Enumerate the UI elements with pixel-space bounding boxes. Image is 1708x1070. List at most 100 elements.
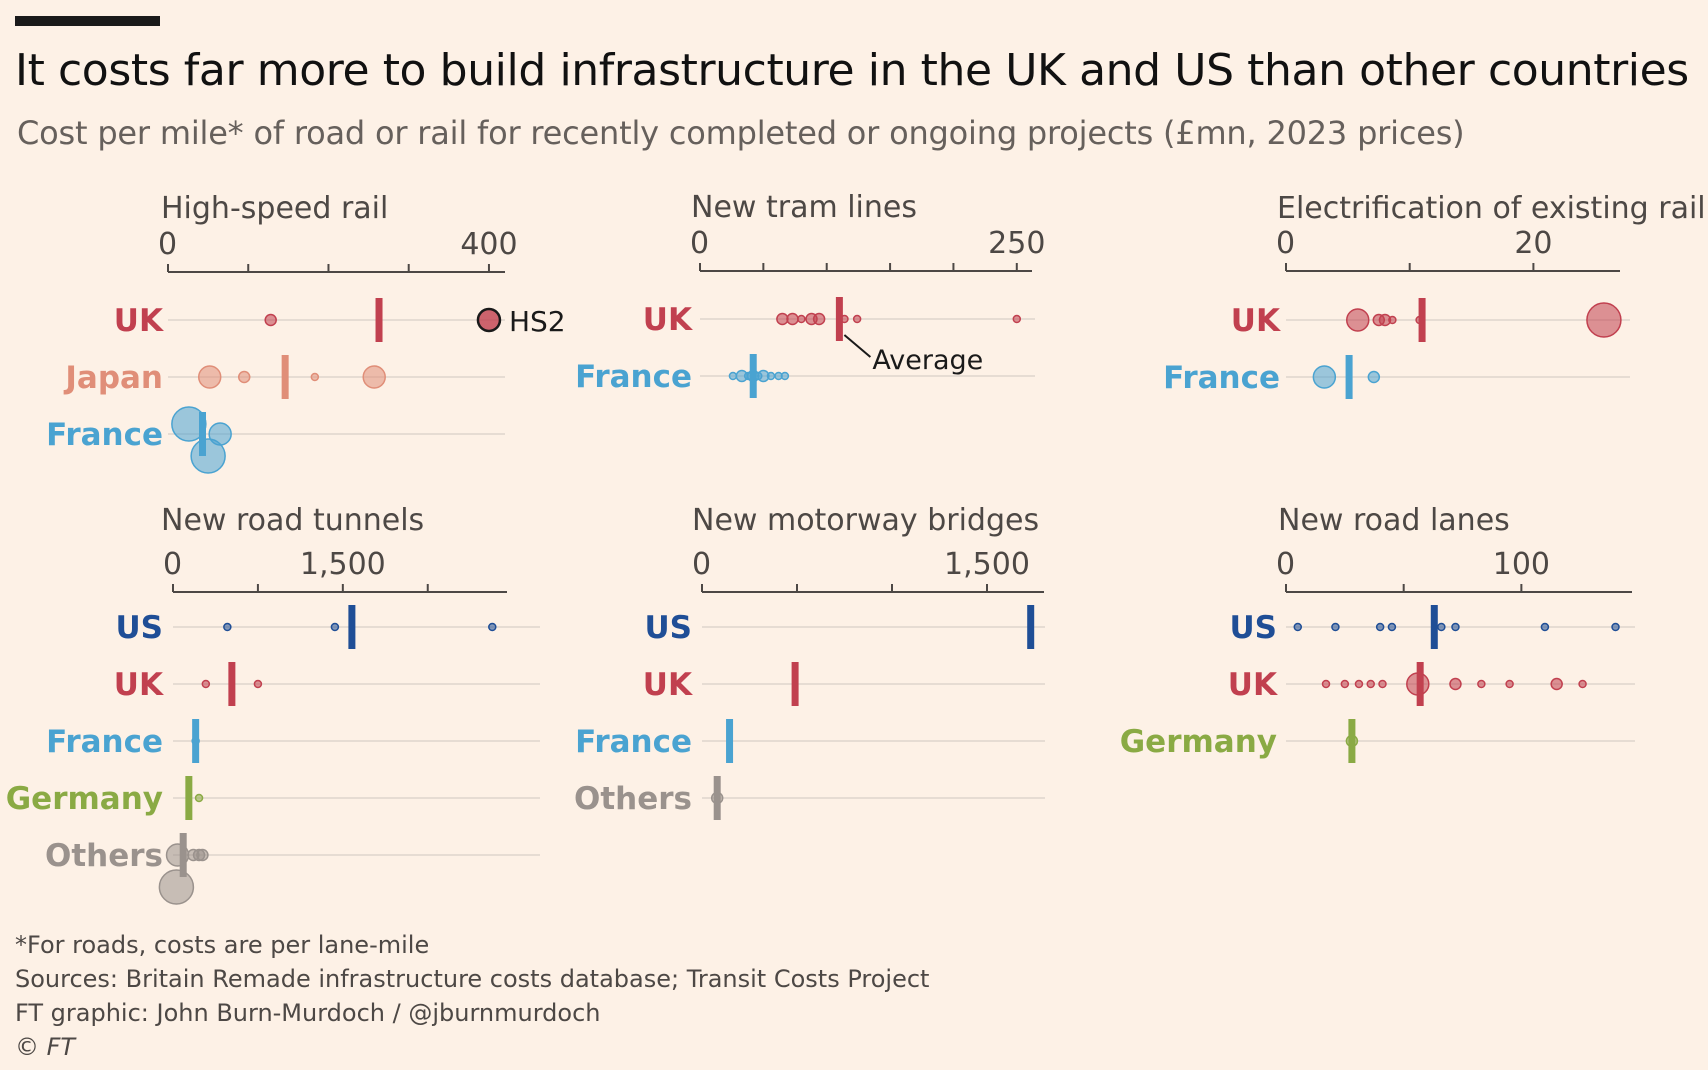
average-marker <box>192 719 200 763</box>
average-marker <box>726 719 734 763</box>
average-marker <box>1418 298 1426 342</box>
data-point <box>1321 679 1331 689</box>
data-point <box>1437 622 1446 632</box>
footnote-sources: Sources: Britain Remade infrastructure c… <box>15 965 930 993</box>
data-point <box>310 372 320 382</box>
data-point <box>1550 677 1563 691</box>
country-label: UK <box>643 667 693 703</box>
average-marker <box>1345 355 1353 399</box>
data-point <box>1477 679 1486 689</box>
row-france: France <box>46 719 540 763</box>
panel-title: New road tunnels <box>161 503 424 538</box>
data-point <box>201 679 211 689</box>
panel-title: New motorway bridges <box>692 503 1039 538</box>
footnote-note: *For roads, costs are per lane-mile <box>15 931 430 959</box>
data-point <box>264 313 277 327</box>
panel-new-motorway-bridges: New motorway bridges 0 1,500 US UK France Othe… <box>574 503 1045 820</box>
row-uk: UK <box>1228 662 1635 706</box>
footnote-copyright: © FT <box>15 1033 76 1061</box>
average-marker <box>199 412 207 456</box>
row-uk: UK <box>114 298 505 342</box>
country-label: UK <box>1228 667 1278 703</box>
x-tick-label: 400 <box>460 227 517 262</box>
country-label: US <box>1230 610 1278 646</box>
data-point <box>1012 314 1022 324</box>
data-point <box>1340 679 1350 689</box>
country-label: Germany <box>6 781 163 817</box>
chart-title: It costs far more to build infrastructur… <box>15 45 1689 96</box>
country-label: France <box>575 724 692 760</box>
panel-new-road-lanes: New road lanes 0 100 US UK Germany <box>1120 503 1635 763</box>
footnote-credit: FT graphic: John Burn-Murdoch / @jburnmu… <box>15 999 601 1027</box>
row-uk: UK <box>643 662 1045 706</box>
average-marker <box>1430 605 1438 649</box>
data-point <box>237 370 251 384</box>
average-marker <box>835 297 843 341</box>
row-france: France <box>46 406 505 474</box>
top-accent-bar <box>15 16 160 26</box>
annotation-leader-line <box>843 334 872 358</box>
x-tick-label: 0 <box>690 226 709 261</box>
data-point <box>797 314 806 324</box>
data-point <box>1293 622 1303 632</box>
data-point <box>1387 622 1397 632</box>
country-label: Germany <box>1120 724 1277 760</box>
row-others: Others <box>574 776 1045 820</box>
row-germany: Germany <box>1120 719 1635 763</box>
data-point <box>1375 622 1385 632</box>
footnotes: *For roads, costs are per lane-mile Sour… <box>15 928 929 1064</box>
x-tick-label: 0 <box>1276 547 1295 582</box>
x-tick-label: 0 <box>1276 226 1295 261</box>
data-point <box>1505 679 1514 689</box>
data-point <box>194 793 204 803</box>
data-point <box>330 622 340 632</box>
data-point <box>488 622 497 632</box>
data-point <box>1366 679 1375 689</box>
country-label: Others <box>574 781 692 817</box>
data-point <box>728 371 738 381</box>
average-marker <box>1348 719 1356 763</box>
x-tick-label: 1,500 <box>944 547 1030 582</box>
country-label: US <box>116 610 164 646</box>
country-label: Japan <box>63 360 163 396</box>
row-us: US <box>645 605 1045 649</box>
x-tick-label: 0 <box>692 547 711 582</box>
data-point <box>780 371 790 381</box>
row-uk: UK <box>114 662 540 706</box>
data-point <box>223 622 232 632</box>
data-point <box>158 869 195 905</box>
country-label: Others <box>45 838 163 874</box>
average-marker <box>281 355 289 399</box>
average-marker <box>1416 662 1424 706</box>
x-tick-label: 20 <box>1514 226 1552 261</box>
x-tick-label: 100 <box>1493 547 1550 582</box>
data-point <box>476 307 502 333</box>
panel-title: New road lanes <box>1278 503 1510 538</box>
row-japan: Japan <box>63 355 505 399</box>
average-marker <box>179 833 187 877</box>
average-marker <box>791 662 799 706</box>
data-point <box>1312 365 1337 389</box>
data-point <box>1451 622 1460 632</box>
data-point <box>192 848 206 862</box>
data-point <box>253 679 263 689</box>
data-point <box>776 312 789 326</box>
data-point <box>1345 308 1370 332</box>
country-label: UK <box>643 302 693 338</box>
row-uk: UK <box>1231 298 1630 342</box>
average-marker <box>749 354 757 398</box>
data-point <box>1331 622 1340 632</box>
average-marker <box>1027 605 1035 649</box>
country-label: France <box>1163 360 1280 396</box>
data-point <box>812 312 826 326</box>
data-point <box>1540 622 1550 632</box>
country-label: US <box>645 610 693 646</box>
data-point <box>1449 677 1462 691</box>
average-annotation: Average <box>872 345 983 376</box>
data-point <box>766 371 776 381</box>
data-point <box>190 438 226 474</box>
data-point <box>1367 370 1381 384</box>
average-marker <box>713 776 721 820</box>
x-tick-label: 250 <box>988 226 1045 261</box>
